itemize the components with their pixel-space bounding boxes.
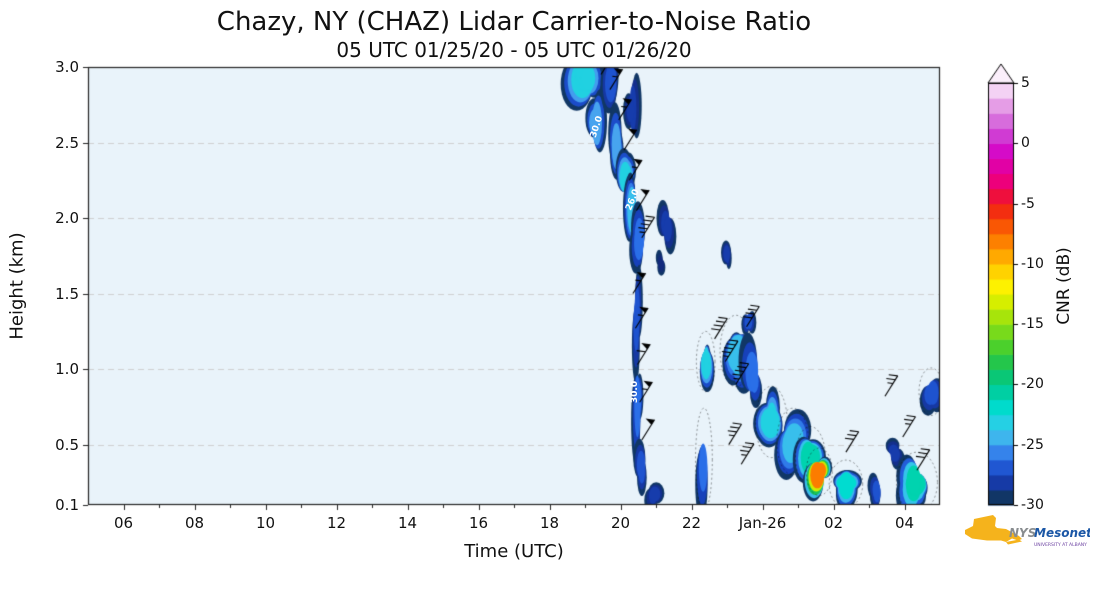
y-tick-label: 0.5 — [55, 435, 79, 454]
logo-nys-text: NYS — [1009, 526, 1036, 540]
mesonet-logo: NYS Mesonet UNIVERSITY AT ALBANY — [965, 515, 1090, 548]
y-tick-label: 1.0 — [55, 360, 79, 379]
colorbar-label: CNR (dB) — [1054, 247, 1074, 325]
chart-subtitle: 05 UTC 01/25/20 - 05 UTC 01/26/20 — [336, 38, 692, 62]
y-tick-label: 0.1 — [55, 496, 79, 514]
long-island-shape-icon — [1006, 539, 1022, 545]
x-tick-label: 22 — [681, 514, 702, 532]
x-tick-label: 18 — [539, 514, 560, 532]
colorbar-tick-label: -30 — [1021, 497, 1044, 513]
colorbar-tick-label: 5 — [1021, 75, 1030, 91]
x-tick-label: 16 — [468, 514, 489, 532]
colorbar-tick-label: -25 — [1021, 436, 1044, 453]
x-tick-label: Jan-26 — [738, 514, 787, 532]
x-tick-label: 08 — [184, 514, 205, 532]
x-tick-label: 10 — [255, 514, 276, 532]
colorbar-tick-label: -5 — [1021, 195, 1035, 212]
contour-label: 30.0 — [630, 380, 641, 403]
x-tick-label: 02 — [823, 514, 844, 532]
y-tick-label: 2.0 — [55, 209, 79, 228]
colorbar-tick-label: -20 — [1021, 376, 1044, 393]
x-tick-label: 06 — [113, 514, 134, 532]
y-tick-label: 1.5 — [55, 284, 79, 303]
y-tick-label: 3.0 — [55, 58, 79, 76]
x-tick-label: 12 — [326, 514, 347, 532]
y-axis-label: Height (km) — [6, 232, 28, 340]
x-tick-label: 04 — [894, 514, 915, 532]
x-axis-label: Time (UTC) — [464, 541, 564, 562]
logo-mesonet-text: Mesonet — [1034, 526, 1090, 540]
colorbar-tick-label: 0 — [1021, 135, 1030, 152]
colorbar-tick-label: -10 — [1021, 255, 1044, 272]
x-tick-label: 14 — [397, 514, 418, 532]
chart-title: Chazy, NY (CHAZ) Lidar Carrier-to-Noise … — [216, 7, 812, 37]
colorbar-tick-label: -15 — [1021, 316, 1044, 333]
y-tick-label: 2.5 — [55, 133, 79, 152]
x-tick-label: 20 — [610, 514, 631, 532]
ny-state-shape-icon — [965, 515, 1022, 542]
logo-university-text: UNIVERSITY AT ALBANY — [1034, 542, 1087, 548]
